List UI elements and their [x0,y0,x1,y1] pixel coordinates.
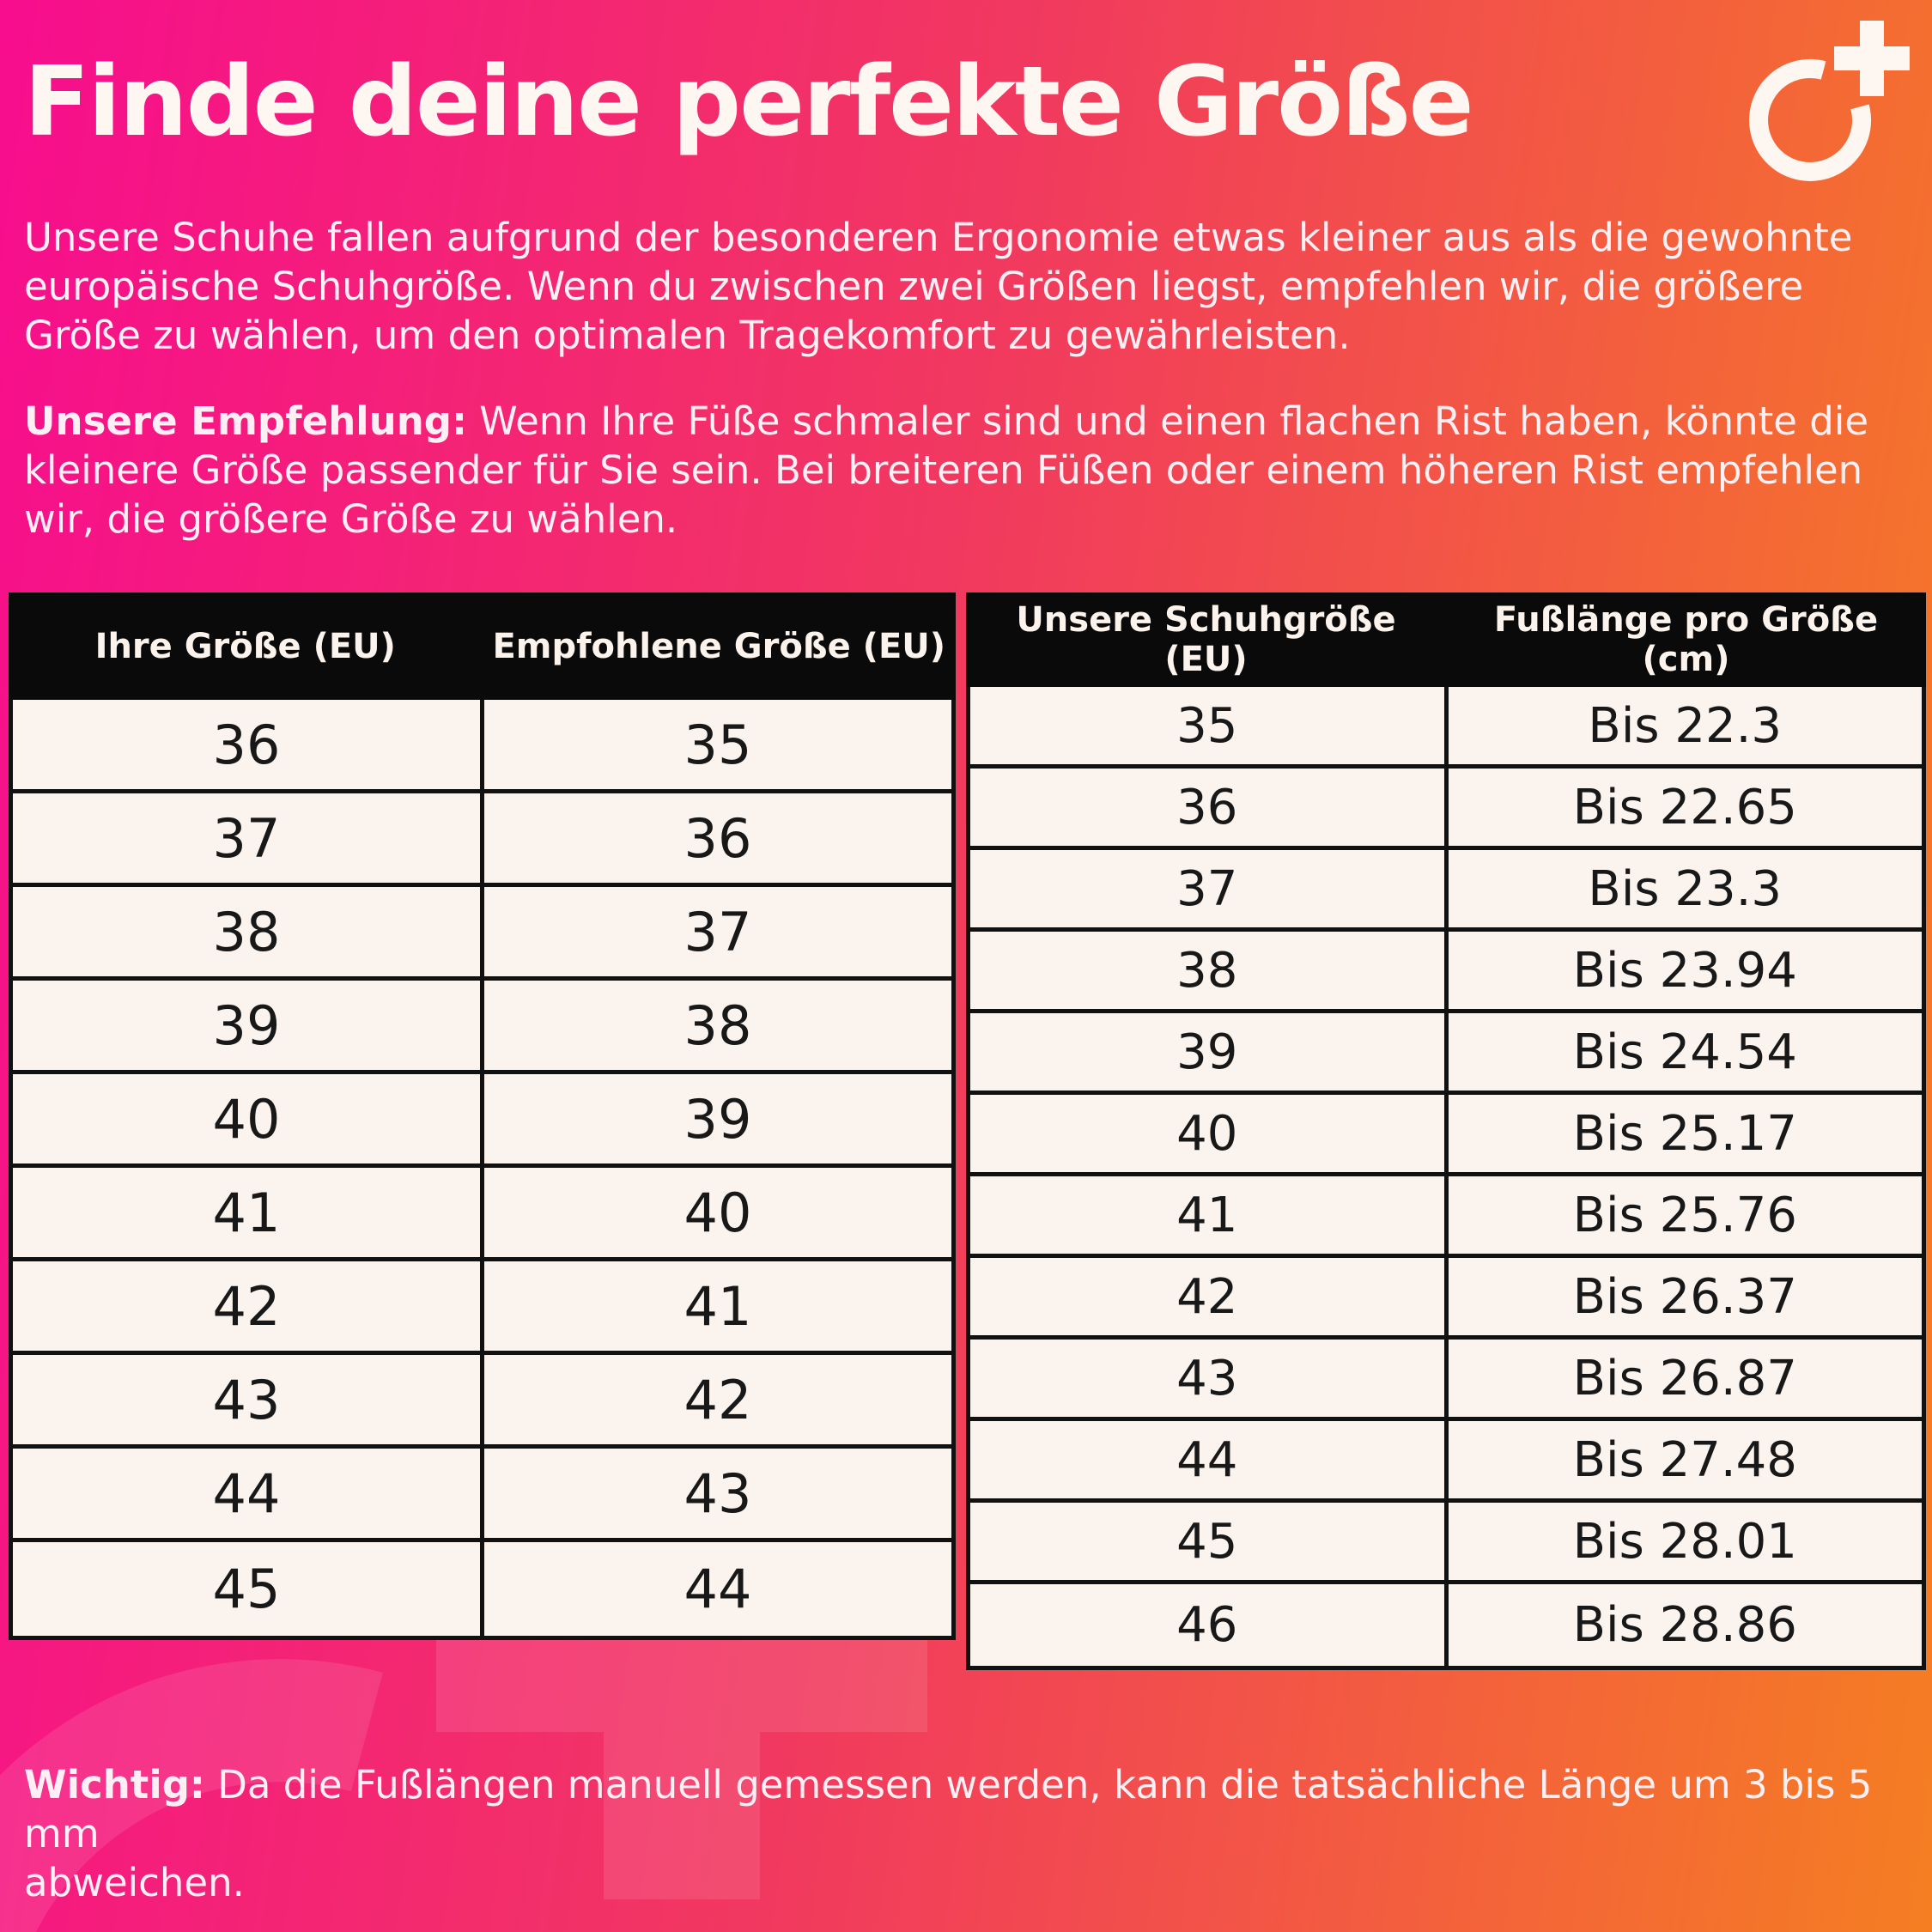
table-cell: 39 [480,1074,951,1163]
note-text: Da die Fußlängen manuell gemessen werden… [24,1762,1873,1906]
table-cell: 38 [13,887,480,976]
table-row: 38 37 [13,887,951,981]
column-header: Empfohlene Größe (EU) [492,626,946,666]
column-header: Fußlänge pro Größe (cm) [1493,600,1879,679]
table-cell: 45 [970,1503,1444,1580]
table-cell: 40 [970,1095,1444,1172]
table-cell: 37 [480,887,951,976]
table-cell: 41 [480,1261,951,1351]
table-cell: 42 [970,1258,1444,1335]
table-cell: 40 [480,1168,951,1257]
table-cell: Bis 28.01 [1443,1503,1922,1580]
measurement-note: Wichtig: Da die Fußlängen manuell gemess… [24,1760,1905,1907]
table-cell: Bis 26.87 [1443,1340,1922,1417]
table-cell: Bis 27.48 [1443,1421,1922,1498]
table-row: 43 42 [13,1355,951,1449]
table-body: 36 35 37 36 38 37 39 38 40 39 41 40 42 41 43 42 44 43 45 44 [9,700,956,1640]
table-cell: Bis 23.94 [1443,932,1922,1009]
table-row: 36 35 [13,700,951,793]
table-cell: 35 [480,700,951,789]
foot-length-table: Unsere Schuhgröße (EU) Fußlänge pro Größ… [966,592,1926,1670]
size-recommendation-table: Ihre Größe (EU) Empfohlene Größe (EU) 36… [9,592,956,1640]
table-cell: 38 [970,932,1444,1009]
table-cell: 36 [970,769,1444,846]
table-row: 37 36 [13,793,951,887]
table-row: 42 41 [13,1261,951,1355]
table-cell: 41 [13,1168,480,1257]
table-row: 45 44 [13,1542,951,1636]
table-cell: 37 [13,793,480,883]
recommendation-text: Wenn Ihre Füße schmaler sind und einen f… [24,398,1869,543]
table-row: 40 Bis 25.17 [970,1095,1922,1176]
table-row: 40 39 [13,1074,951,1168]
table-row: 36 Bis 22.65 [970,769,1922,850]
table-cell: Bis 25.17 [1443,1095,1922,1172]
table-cell: Bis 25.76 [1443,1176,1922,1254]
table-row: 41 40 [13,1168,951,1261]
table-cell: Bis 23.3 [1443,850,1922,927]
table-cell: 36 [13,700,480,789]
table-cell: 43 [970,1340,1444,1417]
table-cell: 43 [13,1355,480,1444]
table-header-row: Ihre Größe (EU) Empfohlene Größe (EU) [9,592,956,700]
table-row: 39 Bis 24.54 [970,1013,1922,1095]
table-cell: 43 [480,1449,951,1538]
table-row: 37 Bis 23.3 [970,850,1922,932]
table-cell: Bis 26.37 [1443,1258,1922,1335]
table-cell: 46 [970,1584,1444,1666]
table-row: 45 Bis 28.01 [970,1503,1922,1584]
table-cell: 40 [13,1074,480,1163]
table-cell: 41 [970,1176,1444,1254]
table-cell: 36 [480,793,951,883]
table-cell: 42 [13,1261,480,1351]
recommendation-lead: Unsere Empfehlung: [24,398,467,444]
table-cell: 35 [970,687,1444,764]
table-row: 38 Bis 23.94 [970,932,1922,1013]
table-row: 42 Bis 26.37 [970,1258,1922,1340]
column-header: Unsere Schuhgröße (EU) [1016,600,1396,679]
table-cell: 44 [13,1449,480,1538]
column-header: Ihre Größe (EU) [94,626,396,666]
table-cell: Bis 24.54 [1443,1013,1922,1091]
table-cell: 39 [970,1013,1444,1091]
table-row: 44 Bis 27.48 [970,1421,1922,1503]
table-body: 35 Bis 22.3 36 Bis 22.65 37 Bis 23.3 38 Bis 23.… [966,687,1926,1670]
table-cell: 38 [480,981,951,1070]
table-cell: 44 [480,1542,951,1636]
note-lead: Wichtig: [24,1762,205,1807]
table-cell: 37 [970,850,1444,927]
table-row: 44 43 [13,1449,951,1542]
recommendation-paragraph: Unsere Empfehlung: Wenn Ihre Füße schmal… [24,397,1905,544]
intro-paragraph: Unsere Schuhe fallen aufgrund der besond… [24,215,1853,359]
table-cell: 44 [970,1421,1444,1498]
table-cell: 39 [13,981,480,1070]
table-cell: Bis 22.3 [1443,687,1922,764]
table-row: 39 38 [13,981,951,1074]
table-row: 35 Bis 22.3 [970,687,1922,769]
table-header-row: Unsere Schuhgröße (EU) Fußlänge pro Größ… [966,592,1926,687]
table-cell: 42 [480,1355,951,1444]
table-cell: Bis 28.86 [1443,1584,1922,1666]
page-title: Finde deine perfekte Größe [24,46,1474,158]
table-row: 41 Bis 25.76 [970,1176,1922,1258]
table-cell: Bis 22.65 [1443,769,1922,846]
table-row: 46 Bis 28.86 [970,1584,1922,1666]
table-cell: 45 [13,1542,480,1636]
circle-plus-logo-icon [1749,21,1910,181]
table-row: 43 Bis 26.87 [970,1340,1922,1421]
